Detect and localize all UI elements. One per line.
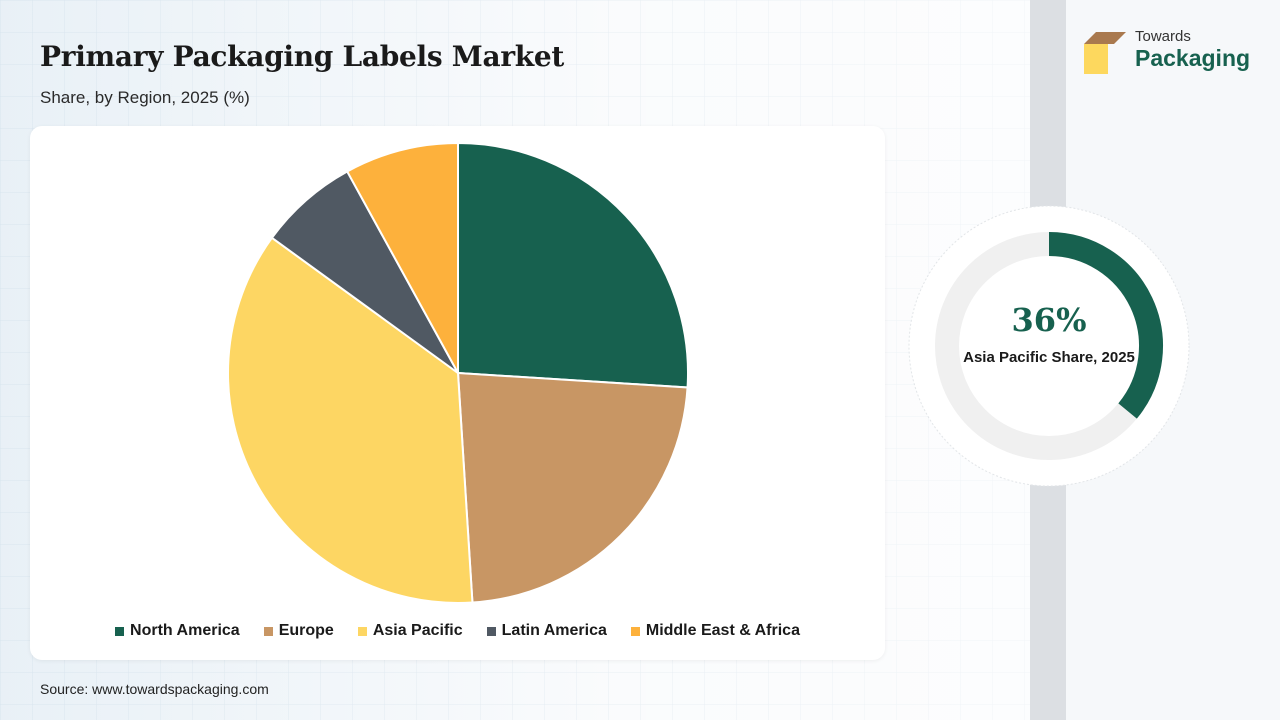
pie-chart: [227, 141, 689, 604]
pie-slice-latin-america: [270, 170, 459, 374]
pie-slice-north-america: [457, 141, 689, 389]
highlight-label: Asia Pacific Share, 2025: [963, 349, 1135, 366]
pie-slice-europe: [456, 371, 689, 604]
source-note: Source: www.towardspackaging.com: [40, 681, 269, 697]
highlight-value: 36%: [1011, 301, 1087, 339]
highlight-donut: 36% Asia Pacific Share, 2025: [906, 203, 1192, 489]
chart-title: Primary Packaging Labels Market: [40, 40, 565, 73]
legend-swatch: [486, 626, 496, 636]
legend-item-north-america: North America: [115, 622, 240, 640]
legend-label: Latin America: [501, 622, 607, 639]
legend-item-europe: Europe: [263, 622, 334, 640]
logo-text-packaging: Packaging: [1135, 45, 1251, 71]
donut-ring: [908, 205, 1190, 487]
pie-slice-asia-pacific: [227, 236, 474, 604]
legend-label: Europe: [278, 622, 334, 639]
legend-swatch: [263, 626, 273, 636]
legend-label: North America: [130, 622, 240, 639]
legend-item-middle-east-and-africa: Middle East & Africa: [630, 622, 800, 640]
towards-packaging-logo: Towards Packaging: [1080, 26, 1260, 78]
legend-item-latin-america: Latin America: [486, 622, 607, 640]
legend-label: Middle East & Africa: [645, 622, 800, 639]
legend-label: Asia Pacific: [372, 622, 463, 639]
legend-swatch: [115, 626, 125, 636]
chart-subtitle: Share, by Region, 2025 (%): [40, 88, 250, 107]
chart-card: North America Europe Asia Pacific Latin Ame…: [30, 126, 885, 660]
legend-swatch: [630, 626, 640, 636]
pie-slice-middle-east-and-africa: [345, 141, 459, 374]
box-logo-icon: [1084, 32, 1126, 74]
legend-item-asia-pacific: Asia Pacific: [357, 622, 463, 640]
donut-value-arc: [1048, 232, 1163, 419]
legend-swatch: [357, 626, 367, 636]
logo-text-towards: Towards: [1135, 28, 1191, 45]
chart-legend: North America Europe Asia Pacific Latin Ame…: [30, 622, 885, 640]
